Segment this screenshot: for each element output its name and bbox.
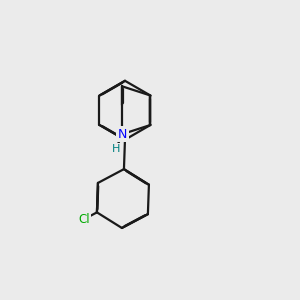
Text: Cl: Cl: [78, 213, 90, 226]
Text: H: H: [112, 144, 120, 154]
Text: N: N: [118, 128, 127, 141]
